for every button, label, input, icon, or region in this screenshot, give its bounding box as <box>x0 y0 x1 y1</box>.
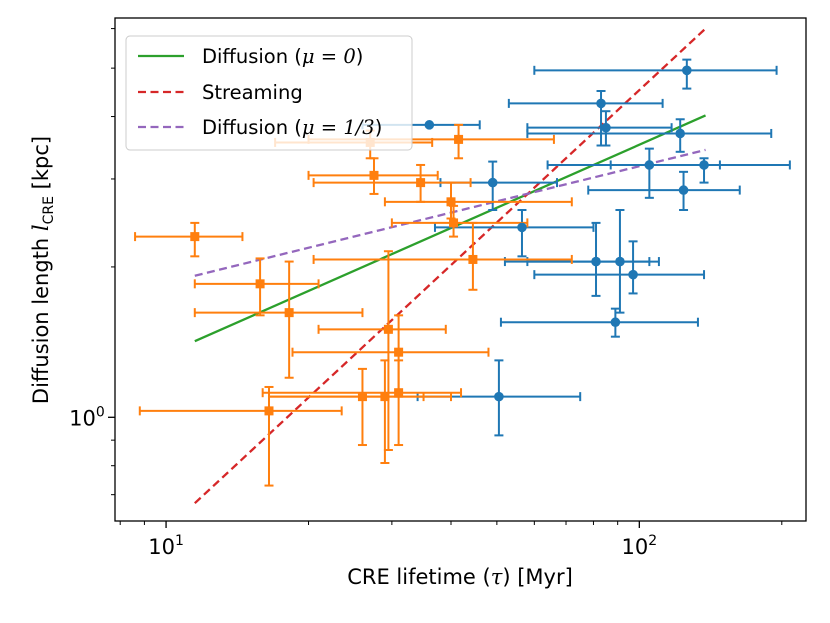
blue-point-12 <box>615 256 625 267</box>
x-tick-label: 102 <box>621 533 657 559</box>
orange-point-13 <box>357 392 367 402</box>
legend-frame <box>125 35 413 151</box>
orange-errorbar-11 <box>317 250 447 452</box>
blue-point-2 <box>517 222 527 233</box>
orange-point-10 <box>468 254 478 264</box>
orange-errorbar-0 <box>134 221 244 258</box>
blue-errorbar-2 <box>433 209 595 258</box>
blue-point-4 <box>596 98 606 109</box>
orange-point-2 <box>284 308 294 318</box>
orange-point-0 <box>190 232 200 242</box>
orange-point-9 <box>449 218 459 228</box>
blue-errorbar-13 <box>533 240 706 295</box>
error-bars <box>134 58 791 487</box>
blue-point-1 <box>487 177 498 188</box>
y-tick-label: 100 <box>69 404 105 430</box>
orange-errorbar-2 <box>193 260 364 379</box>
blue-point-13 <box>628 269 638 280</box>
orange-point-14 <box>380 392 390 402</box>
orange-point-8 <box>446 197 456 207</box>
blue-point-14 <box>610 317 621 328</box>
legend-label: Streaming <box>202 81 303 104</box>
blue-point-6 <box>682 65 692 76</box>
orange-point-5 <box>369 170 379 180</box>
blue-point-10 <box>678 185 689 195</box>
blue-point-3 <box>494 391 504 402</box>
orange-point-11 <box>383 324 393 334</box>
legend-entry: Diffusion (μ = 1/3) <box>138 116 382 139</box>
legend-entry: Streaming <box>138 81 303 104</box>
blue-point-8 <box>644 160 655 170</box>
blue-point-0 <box>424 120 435 130</box>
y-axis-label: Diffusion length lCRE [kpc] <box>29 136 57 404</box>
blue-point-11 <box>591 256 601 267</box>
legend-label: Diffusion (μ = 1/3) <box>202 116 382 139</box>
orange-point-1 <box>255 279 265 289</box>
plot-frame <box>114 17 807 522</box>
data-markers <box>190 65 709 416</box>
orange-point-15 <box>394 388 404 398</box>
tick-labels: 101 102 100 <box>69 404 657 559</box>
line-streaming <box>194 27 707 505</box>
orange-point-6 <box>416 178 426 188</box>
orange-point-3 <box>264 406 274 416</box>
legend-label: Diffusion (μ = 0) <box>202 45 363 68</box>
axis-ticks <box>108 28 783 528</box>
x-tick-label: 101 <box>148 533 184 559</box>
blue-point-7 <box>675 128 685 139</box>
orange-point-7 <box>454 134 464 144</box>
x-axis-label: CRE lifetime (τ) [Myr] <box>347 565 573 589</box>
blue-point-5 <box>601 122 611 133</box>
orange-point-12 <box>394 347 404 357</box>
legend: Diffusion (μ = 0) Streaming Diffusion (μ =… <box>125 35 413 151</box>
orange-errorbar-3 <box>138 385 343 487</box>
blue-point-9 <box>699 160 709 170</box>
legend-entry: Diffusion (μ = 0) <box>138 45 363 68</box>
